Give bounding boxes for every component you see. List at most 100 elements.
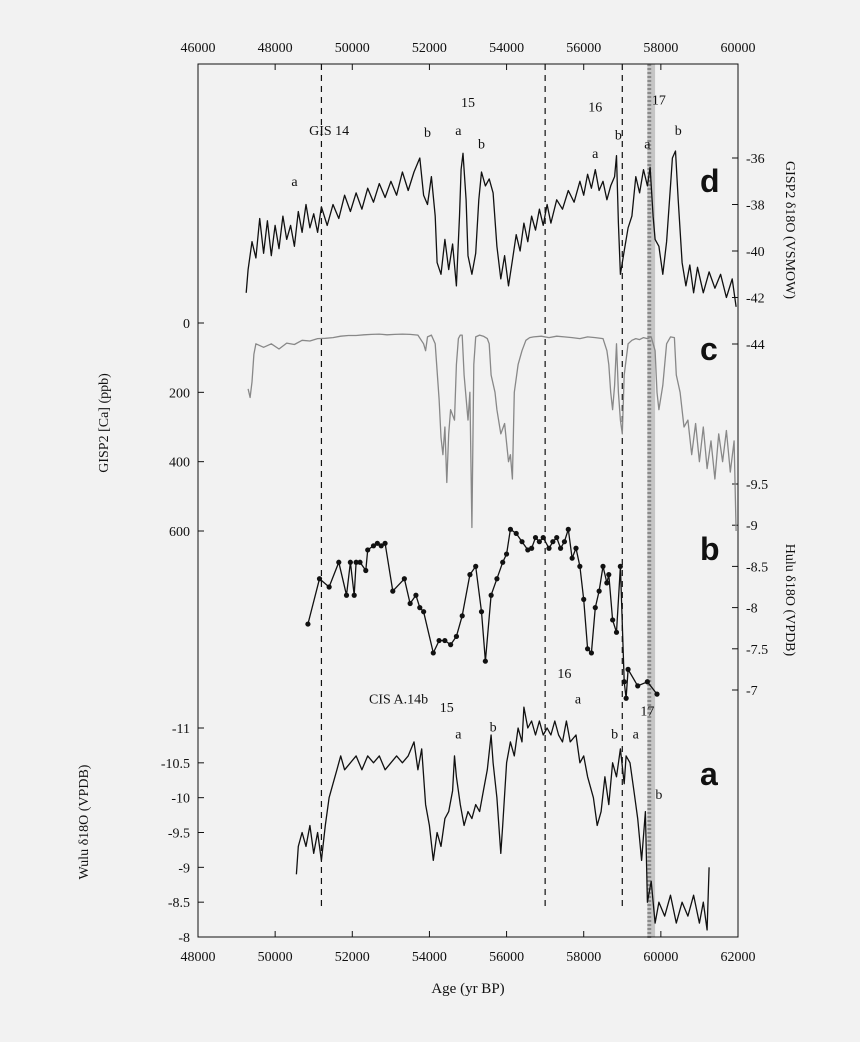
band-hatch xyxy=(647,608,652,610)
band-hatch xyxy=(647,760,652,762)
data-point-b xyxy=(577,563,583,570)
data-point-b xyxy=(519,539,525,545)
band-hatch xyxy=(647,556,652,558)
annotation-label-d: a xyxy=(592,147,599,162)
band-hatch xyxy=(647,232,652,234)
top-axis-tick-label: 54000 xyxy=(489,41,524,56)
band-hatch xyxy=(647,784,652,786)
band-hatch xyxy=(647,576,652,578)
bottom-axis-tick-label: 48000 xyxy=(181,950,216,965)
band-hatch xyxy=(647,932,652,934)
band-hatch xyxy=(647,304,652,306)
data-point-b xyxy=(540,534,546,541)
band-hatch xyxy=(647,268,652,270)
y-axis-tick-label-a: -8 xyxy=(178,931,190,946)
band-hatch xyxy=(647,408,652,410)
annotation-label-d: a xyxy=(455,124,462,139)
band-hatch xyxy=(647,544,652,546)
band-hatch xyxy=(647,720,652,722)
band-hatch xyxy=(647,504,652,506)
band-hatch xyxy=(647,336,652,338)
y-axis-tick-label-c: 600 xyxy=(169,525,190,540)
y-axis-tick-label-d: -38 xyxy=(746,199,765,214)
y-axis-label-a: Wulu δ18O (VPDB) xyxy=(77,764,92,879)
band-hatch xyxy=(647,664,652,666)
band-hatch xyxy=(647,280,652,282)
band-hatch xyxy=(647,816,652,818)
band-hatch xyxy=(647,372,652,374)
band-hatch xyxy=(647,876,652,878)
band-hatch xyxy=(647,216,652,218)
band-hatch xyxy=(647,188,652,190)
band-hatch xyxy=(647,704,652,706)
data-point-b xyxy=(417,605,423,611)
band-hatch xyxy=(647,76,652,78)
band-hatch xyxy=(647,264,652,266)
band-hatch xyxy=(647,852,652,854)
band-hatch xyxy=(647,256,652,258)
top-axis-tick-label: 60000 xyxy=(721,41,756,56)
band-hatch xyxy=(647,540,652,542)
band-hatch xyxy=(647,136,652,138)
band-hatch xyxy=(647,412,652,414)
band-hatch xyxy=(647,380,652,382)
band-hatch xyxy=(647,872,652,874)
data-point-b xyxy=(604,580,610,586)
band-hatch xyxy=(647,224,652,226)
band-hatch xyxy=(647,472,652,474)
data-point-b xyxy=(336,559,342,565)
band-hatch xyxy=(647,416,652,418)
bottom-axis-tick-label: 62000 xyxy=(721,950,756,965)
band-hatch xyxy=(647,324,652,326)
plot-frame xyxy=(197,63,739,938)
band-hatch xyxy=(647,272,652,274)
band-hatch xyxy=(647,880,652,882)
band-hatch xyxy=(647,360,652,362)
band-hatch xyxy=(647,628,652,630)
annotation-label-d: b xyxy=(675,124,682,139)
band-hatch xyxy=(647,288,652,290)
data-point-b xyxy=(565,526,571,532)
band-hatch xyxy=(647,904,652,906)
data-point-b xyxy=(617,563,623,570)
band-hatch xyxy=(647,864,652,866)
band-hatch xyxy=(647,564,652,566)
band-hatch xyxy=(647,104,652,106)
y-axis-tick-label-b: -9.5 xyxy=(746,478,768,493)
band-hatch xyxy=(647,208,652,210)
band-hatch xyxy=(647,96,652,98)
band-hatch xyxy=(647,620,652,622)
band-hatch xyxy=(647,796,652,798)
data-point-b xyxy=(390,588,396,594)
data-point-b xyxy=(554,534,560,541)
data-point-b xyxy=(529,545,535,551)
band-hatch xyxy=(647,836,652,838)
band-hatch xyxy=(647,328,652,330)
band-hatch xyxy=(647,572,652,574)
band-hatch xyxy=(647,448,652,450)
band-hatch xyxy=(647,736,652,738)
band-hatch xyxy=(647,460,652,462)
band-hatch xyxy=(647,860,652,862)
band-hatch xyxy=(647,916,652,918)
bottom-axis-tick-label: 56000 xyxy=(489,950,524,965)
band-hatch xyxy=(647,748,652,750)
band-hatch xyxy=(647,660,652,662)
y-axis-tick-label-b: -8.5 xyxy=(746,560,768,575)
band-hatch xyxy=(647,700,652,702)
data-point-b xyxy=(343,592,350,598)
band-hatch xyxy=(647,440,652,442)
annotation-label-a: 17 xyxy=(640,704,654,719)
data-point-b xyxy=(546,545,552,551)
band-hatch xyxy=(647,604,652,606)
band-hatch xyxy=(647,240,652,242)
band-hatch xyxy=(647,868,652,870)
band-hatch xyxy=(647,420,652,422)
data-point-b xyxy=(569,555,575,561)
data-point-b xyxy=(557,545,564,551)
panel-letter-a: a xyxy=(700,756,718,792)
band-hatch xyxy=(647,844,652,846)
data-point-b xyxy=(644,679,650,685)
